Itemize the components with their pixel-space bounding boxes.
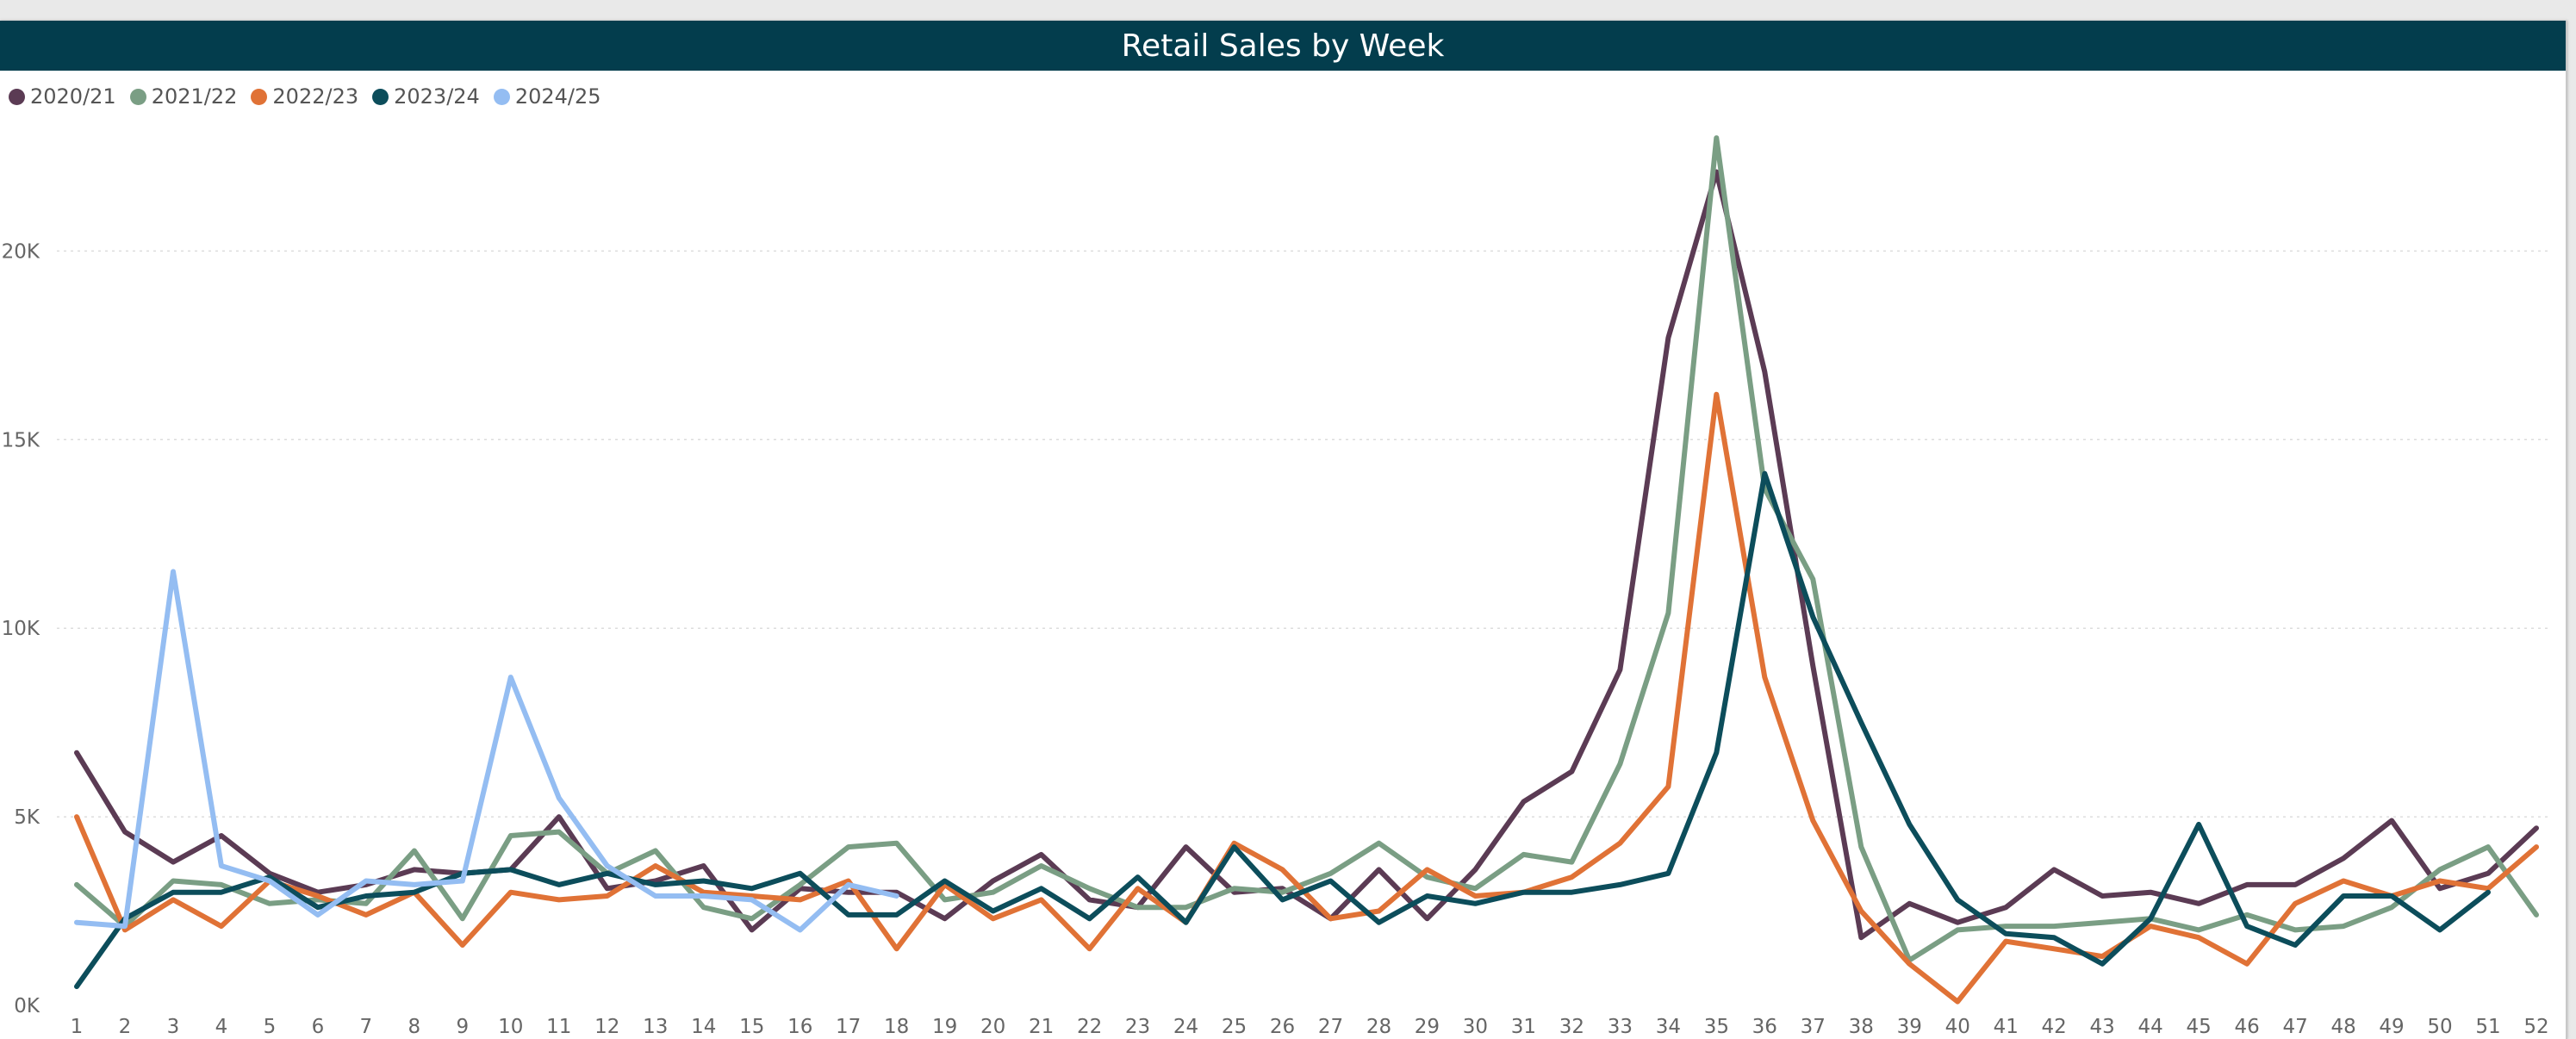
- legend-item-2024-25[interactable]: 2024/25: [493, 84, 601, 109]
- x-tick-label: 42: [2042, 1016, 2067, 1038]
- chart-title-bar: Retail Sales by Week: [0, 21, 2566, 71]
- x-tick-label: 36: [1752, 1016, 1777, 1038]
- x-tick-label: 46: [2234, 1016, 2259, 1038]
- legend-label-2024-25: 2024/25: [514, 84, 601, 109]
- y-tick-label: 15K: [2, 429, 40, 451]
- legend-marker-2024-25: [493, 88, 510, 105]
- x-tick-label: 26: [1270, 1016, 1295, 1038]
- x-tick-label: 45: [2186, 1016, 2211, 1038]
- x-tick-label: 6: [312, 1016, 325, 1038]
- legend-label-2021-22: 2021/22: [151, 84, 238, 109]
- x-tick-label: 35: [1704, 1016, 1729, 1038]
- x-tick-label: 22: [1077, 1016, 1102, 1038]
- series-line-2023-24[interactable]: [74, 470, 2491, 990]
- x-tick-label: 18: [884, 1016, 909, 1038]
- x-tick-label: 14: [691, 1016, 716, 1038]
- legend-label-2022-23: 2022/23: [272, 84, 359, 109]
- legend-marker-2023-24: [372, 88, 389, 105]
- plot-area[interactable]: [74, 135, 2539, 1005]
- gridlines: [57, 250, 2552, 818]
- x-tick-label: 15: [739, 1016, 764, 1038]
- x-tick-label: 31: [1511, 1016, 1536, 1038]
- legend-label-2023-24: 2023/24: [394, 84, 480, 109]
- series-line-2022-23[interactable]: [74, 391, 2539, 1005]
- x-tick-label: 37: [1801, 1016, 1826, 1038]
- x-tick-label: 9: [457, 1016, 470, 1038]
- x-tick-label: 47: [2282, 1016, 2307, 1038]
- legend-marker-2020-21: [9, 88, 25, 105]
- chart-legend[interactable]: 2020/21 2021/22 2022/23 2023/24 2024/25: [9, 81, 615, 112]
- x-tick-label: 39: [1897, 1016, 1922, 1038]
- x-tick-label: 7: [360, 1016, 373, 1038]
- x-tick-label: 28: [1366, 1016, 1391, 1038]
- x-tick-label: 32: [1559, 1016, 1584, 1038]
- x-tick-label: 17: [836, 1016, 861, 1038]
- x-tick-label: 30: [1463, 1016, 1488, 1038]
- x-tick-label: 11: [546, 1016, 571, 1038]
- x-tick-label: 50: [2427, 1016, 2452, 1038]
- series-line-2024-25[interactable]: [74, 569, 899, 933]
- x-tick-label: 27: [1318, 1016, 1343, 1038]
- x-tick-label: 43: [2090, 1016, 2115, 1038]
- x-tick-label: 10: [498, 1016, 523, 1038]
- x-tick-label: 1: [71, 1016, 84, 1038]
- y-tick-label: 5K: [14, 806, 40, 829]
- x-tick-label: 3: [167, 1016, 180, 1038]
- x-tick-label: 13: [643, 1016, 668, 1038]
- y-tick-label: 10K: [2, 618, 40, 640]
- x-tick-label: 25: [1222, 1016, 1247, 1038]
- x-tick-label: 21: [1029, 1016, 1054, 1038]
- y-tick-label: 0K: [14, 995, 40, 1017]
- x-tick-label: 23: [1125, 1016, 1150, 1038]
- x-tick-label: 4: [215, 1016, 228, 1038]
- x-tick-label: 44: [2138, 1016, 2163, 1038]
- x-tick-label: 49: [2379, 1016, 2404, 1038]
- legend-item-2023-24[interactable]: 2023/24: [372, 84, 480, 109]
- legend-marker-2022-23: [251, 88, 268, 105]
- legend-item-2021-22[interactable]: 2021/22: [129, 84, 238, 109]
- x-tick-label: 38: [1849, 1016, 1874, 1038]
- y-tick-label: 20K: [2, 240, 40, 263]
- legend-label-2020-21: 2020/21: [30, 84, 116, 109]
- x-tick-label: 48: [2330, 1016, 2355, 1038]
- x-tick-label: 40: [1945, 1016, 1970, 1038]
- x-tick-label: 51: [2475, 1016, 2500, 1038]
- chart-title: Retail Sales by Week: [1121, 28, 1445, 64]
- legend-marker-2021-22: [129, 88, 146, 105]
- x-tick-label: 52: [2523, 1016, 2548, 1038]
- x-axis: 1 2 3 4 5 6 7 8 9 10 11 12 13 14 15 16 17 18 19 20 21 22 23 24 2…: [71, 1016, 2549, 1038]
- x-tick-label: 20: [980, 1016, 1005, 1038]
- x-tick-label: 19: [932, 1016, 957, 1038]
- x-tick-label: 41: [1994, 1016, 2019, 1038]
- x-tick-label: 34: [1656, 1016, 1681, 1038]
- x-tick-label: 16: [787, 1016, 812, 1038]
- y-axis: 0K 5K 10K 15K 20K: [2, 240, 40, 1017]
- x-tick-label: 2: [119, 1016, 132, 1038]
- series-line-2020-21[interactable]: [74, 169, 2539, 941]
- x-tick-label: 29: [1415, 1016, 1440, 1038]
- legend-item-2022-23[interactable]: 2022/23: [251, 84, 358, 109]
- x-tick-label: 5: [264, 1016, 277, 1038]
- x-tick-label: 12: [594, 1016, 619, 1038]
- x-tick-label: 8: [408, 1016, 421, 1038]
- legend-item-2020-21[interactable]: 2020/21: [9, 84, 116, 109]
- x-tick-label: 24: [1173, 1016, 1198, 1038]
- series-line-2021-22[interactable]: [74, 135, 2539, 963]
- x-tick-label: 33: [1608, 1016, 1633, 1038]
